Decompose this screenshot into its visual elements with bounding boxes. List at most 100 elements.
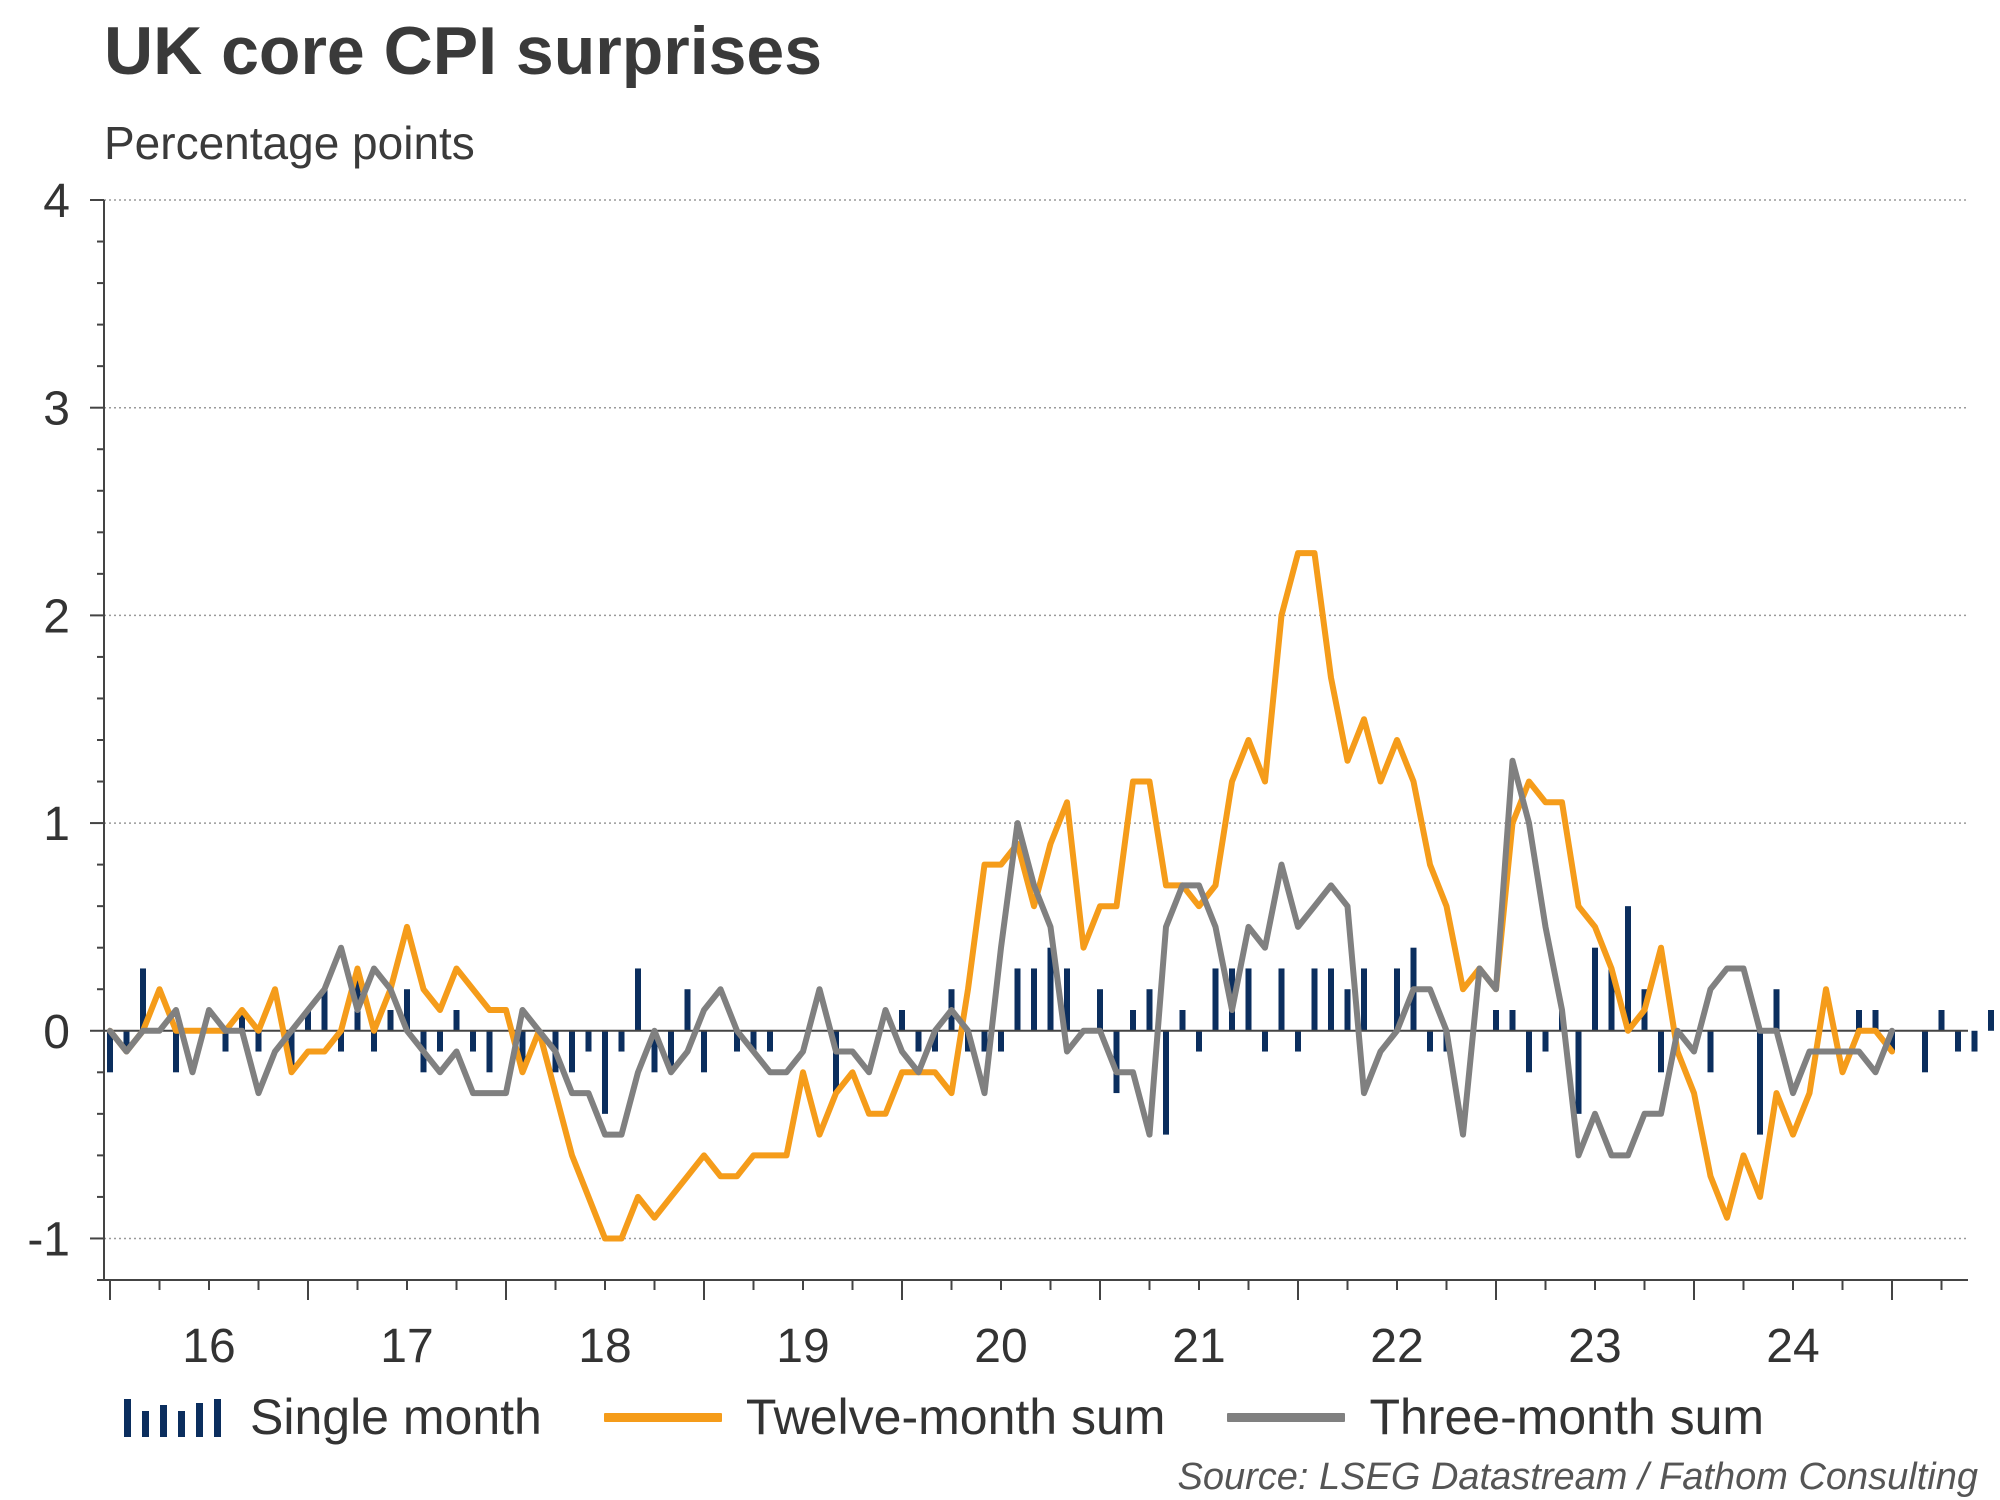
legend-three-month-swatch bbox=[1227, 1412, 1346, 1422]
single-month-bar bbox=[304, 1010, 311, 1031]
single-month-bar bbox=[931, 1030, 938, 1052]
single-month-bar bbox=[1987, 1010, 1994, 1031]
single-month-bar bbox=[107, 1030, 113, 1073]
single-month-bar bbox=[700, 1030, 707, 1073]
single-month-bar bbox=[1426, 1030, 1433, 1052]
single-month-bar bbox=[1195, 1030, 1202, 1052]
single-month-bar bbox=[469, 1030, 476, 1052]
single-month-bar bbox=[1393, 968, 1400, 1031]
single-month-bar bbox=[123, 1030, 130, 1052]
single-month-bar bbox=[1311, 968, 1318, 1031]
single-month-bar bbox=[1492, 1010, 1499, 1031]
single-month-bar bbox=[453, 1010, 460, 1031]
single-month-bar bbox=[1624, 906, 1631, 1031]
single-month-bar bbox=[766, 1030, 773, 1052]
chart-subtitle: Percentage points bbox=[104, 117, 475, 169]
single-month-bar bbox=[139, 968, 146, 1031]
single-month-bar bbox=[1327, 968, 1334, 1031]
single-month-bar bbox=[486, 1030, 493, 1073]
single-month-bar bbox=[1030, 968, 1037, 1031]
single-month-bar bbox=[1278, 968, 1285, 1031]
single-month-bar bbox=[1971, 1030, 1978, 1052]
x-tick-label: 18 bbox=[578, 1320, 631, 1373]
single-month-bar bbox=[651, 1030, 658, 1073]
single-month-bar bbox=[1773, 989, 1780, 1031]
single-month-bar bbox=[1162, 1030, 1169, 1135]
single-month-bar bbox=[898, 1010, 905, 1031]
single-month-bar bbox=[1591, 947, 1598, 1031]
single-month-bar bbox=[370, 1030, 377, 1052]
y-tick-label: 4 bbox=[43, 175, 70, 228]
single-month-bar bbox=[568, 1030, 575, 1073]
single-month-bar bbox=[1608, 968, 1615, 1031]
single-month-bar bbox=[601, 1030, 608, 1114]
x-tick-label: 21 bbox=[1172, 1320, 1225, 1373]
single-month-bar bbox=[172, 1030, 179, 1073]
y-tick-label: 0 bbox=[43, 1006, 70, 1059]
legend-item-twelve-month-sum: Twelve-month sum bbox=[603, 1388, 1166, 1446]
y-tick-label: 1 bbox=[43, 798, 70, 851]
single-month-bar bbox=[1575, 1030, 1582, 1114]
legend-single-month-swatch bbox=[124, 1399, 221, 1437]
single-month-bar bbox=[750, 1030, 757, 1052]
single-month-bar bbox=[667, 1030, 674, 1073]
y-tick-label: -1 bbox=[27, 1213, 70, 1266]
x-tick-label: 20 bbox=[974, 1320, 1027, 1373]
single-month-bar bbox=[1855, 1010, 1862, 1031]
legend-twelve-month-label: Twelve-month sum bbox=[745, 1389, 1166, 1445]
source-note: Source: LSEG Datastream / Fathom Consult… bbox=[1177, 1456, 1978, 1498]
single-month-bar bbox=[1344, 989, 1351, 1031]
x-tick-label: 23 bbox=[1568, 1320, 1621, 1373]
legend-item-single-month: Single month bbox=[122, 1388, 542, 1446]
single-month-bar bbox=[733, 1030, 740, 1052]
single-month-bar bbox=[255, 1030, 262, 1052]
single-month-bar bbox=[832, 1030, 839, 1094]
single-month-bar bbox=[915, 1030, 922, 1052]
single-month-bar bbox=[1888, 1030, 1895, 1052]
single-month-bar bbox=[403, 989, 410, 1031]
single-month-bar bbox=[1212, 968, 1219, 1031]
single-month-bar bbox=[1261, 1030, 1268, 1052]
single-month-bar bbox=[1096, 989, 1103, 1031]
single-month-bar bbox=[1657, 1030, 1664, 1073]
single-month-bar bbox=[1294, 1030, 1301, 1052]
legend-twelve-month-swatch bbox=[603, 1412, 722, 1422]
single-month-bar bbox=[1047, 947, 1054, 1031]
three-month-sum-line bbox=[107, 757, 1895, 1159]
single-month-bar bbox=[1954, 1030, 1961, 1052]
single-month-bar bbox=[387, 1010, 394, 1031]
single-month-bar bbox=[1525, 1030, 1532, 1073]
chart-title: UK core CPI surprises bbox=[104, 13, 823, 89]
single-month-bar bbox=[1146, 989, 1153, 1031]
x-tick-label: 22 bbox=[1370, 1320, 1423, 1373]
single-month-bar bbox=[222, 1030, 229, 1052]
x-tick-label: 19 bbox=[776, 1320, 829, 1373]
single-month-bar bbox=[997, 1030, 1004, 1052]
x-tick-label: 17 bbox=[380, 1320, 433, 1373]
single-month-bar bbox=[981, 1030, 988, 1052]
legend-item-three-month-sum: Three-month sum bbox=[1227, 1388, 1764, 1446]
x-tick-label: 24 bbox=[1766, 1320, 1819, 1373]
single-month-bar bbox=[1938, 1010, 1945, 1031]
single-month-bar bbox=[321, 989, 328, 1031]
single-month-bar bbox=[618, 1030, 625, 1052]
single-month-bar bbox=[1129, 1010, 1136, 1031]
single-month-bar bbox=[634, 968, 641, 1031]
single-month-bar bbox=[1707, 1030, 1714, 1073]
single-month-bar bbox=[1113, 1030, 1120, 1094]
single-month-bar bbox=[337, 1030, 344, 1052]
chart-legend: Single month Twelve-month sum Three-mont… bbox=[122, 1385, 1826, 1449]
single-month-bar bbox=[238, 1010, 245, 1031]
single-month-bar bbox=[1179, 1010, 1186, 1031]
legend-single-month-label: Single month bbox=[250, 1389, 542, 1445]
legend-three-month-label: Three-month sum bbox=[1369, 1389, 1765, 1445]
single-month-bar bbox=[1063, 968, 1070, 1031]
single-month-bar bbox=[1360, 968, 1367, 1031]
single-month-bar bbox=[436, 1030, 443, 1052]
y-tick-label: 3 bbox=[43, 383, 70, 436]
single-month-bar bbox=[1245, 968, 1252, 1031]
single-month-bar bbox=[1014, 968, 1021, 1031]
single-month-bar bbox=[519, 1030, 526, 1073]
single-month-bar bbox=[585, 1030, 592, 1052]
